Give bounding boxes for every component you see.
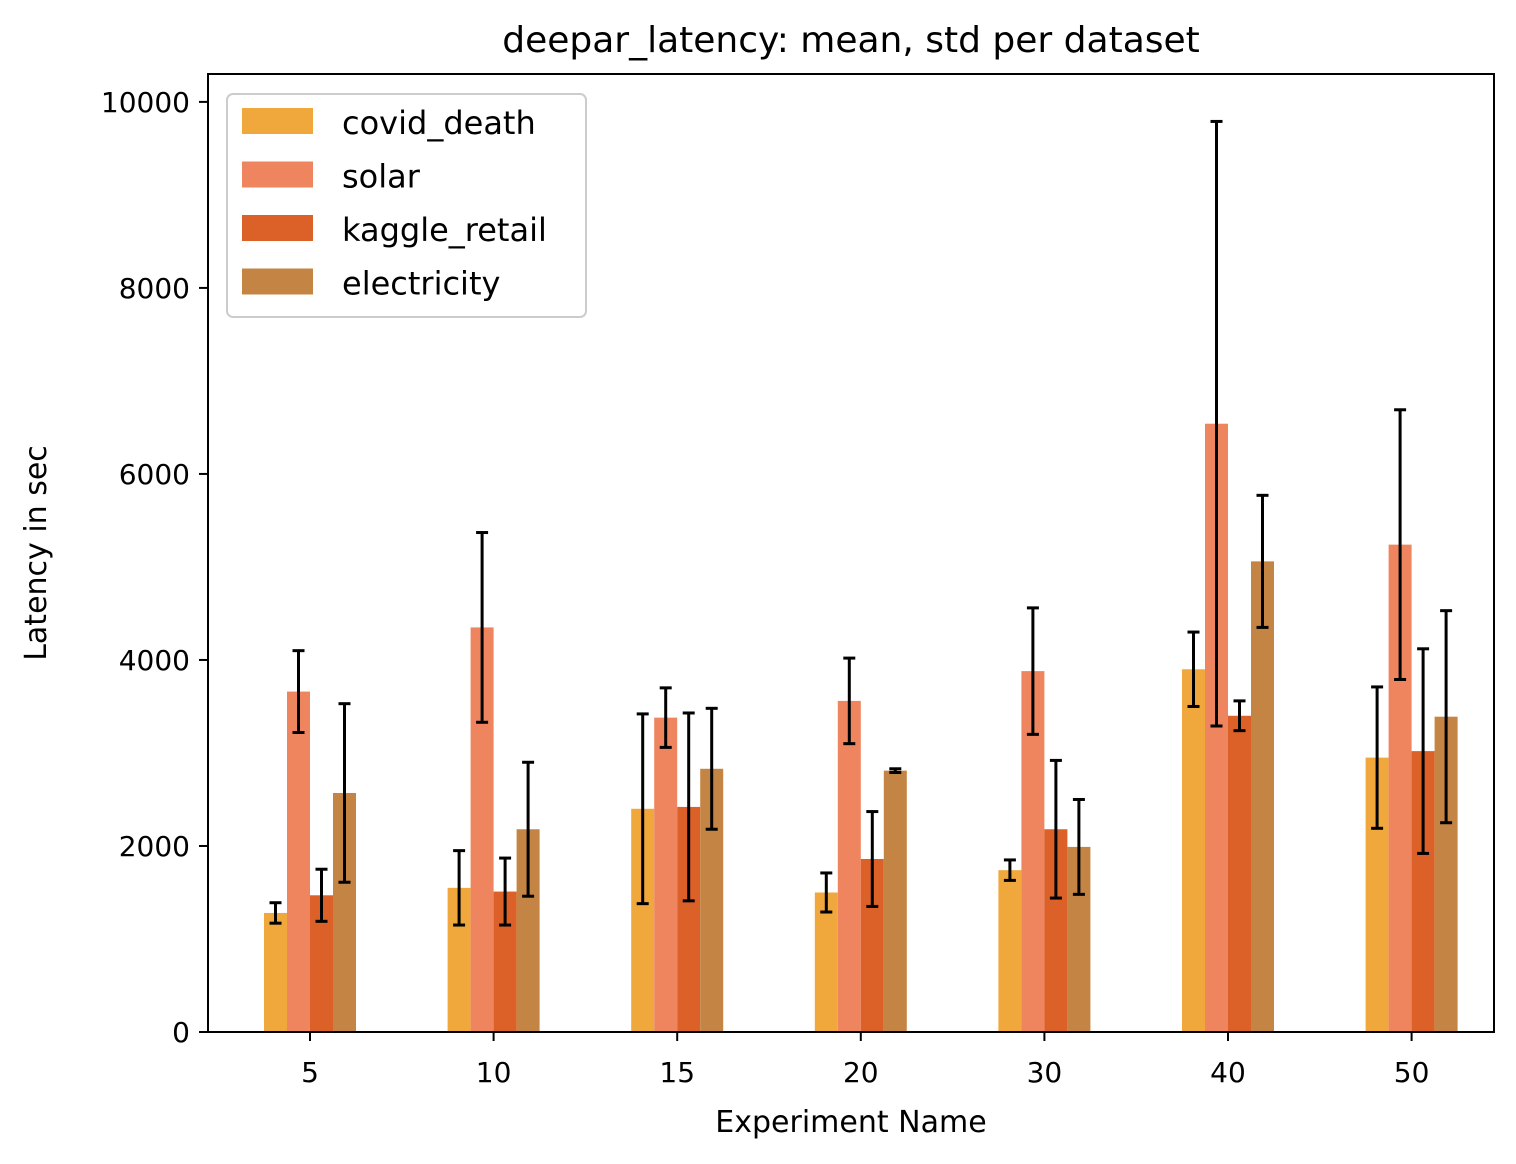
error-bar-solar-50 bbox=[1394, 408, 1407, 681]
error-bar-kaggle_retail-50 bbox=[1417, 647, 1430, 855]
error-bar-covid_death-30 bbox=[1003, 858, 1016, 882]
error-bar-kaggle_retail-10 bbox=[499, 856, 512, 927]
y-tick-label-10000: 10000 bbox=[101, 86, 190, 119]
error-bar-covid_death-50 bbox=[1371, 685, 1384, 830]
y-tick-label-2000: 2000 bbox=[119, 830, 190, 863]
error-bar-solar-10 bbox=[476, 531, 489, 724]
bar-solar-10 bbox=[470, 627, 494, 1032]
x-axis-title: Experiment Name bbox=[715, 1105, 986, 1140]
plot-frame bbox=[207, 73, 1495, 1033]
bar-solar-30 bbox=[1021, 671, 1045, 1032]
bar-electricity-50 bbox=[1434, 716, 1458, 1032]
x-tick-label-5: 5 bbox=[301, 1056, 319, 1089]
bar-covid_death-50 bbox=[1365, 757, 1389, 1032]
x-tick-label-15: 15 bbox=[659, 1056, 695, 1089]
error-bar-electricity-50 bbox=[1440, 609, 1453, 825]
error-bar-solar-20 bbox=[843, 656, 856, 746]
error-bar-electricity-5 bbox=[338, 702, 351, 884]
y-tick-label-8000: 8000 bbox=[119, 272, 190, 305]
error-bar-covid_death-10 bbox=[453, 849, 466, 927]
bar-electricity-40 bbox=[1251, 561, 1274, 1032]
legend-box bbox=[226, 93, 587, 318]
error-bars bbox=[269, 119, 1453, 927]
x-tick-label-10: 10 bbox=[476, 1056, 512, 1089]
bar-kaggle_retail-30 bbox=[1044, 829, 1068, 1032]
legend-label-electricity: electricity bbox=[342, 265, 500, 303]
error-bar-solar-40 bbox=[1210, 119, 1223, 728]
error-bar-kaggle_retail-5 bbox=[315, 867, 328, 923]
bar-electricity-5 bbox=[333, 792, 356, 1032]
error-bar-covid_death-5 bbox=[269, 901, 282, 925]
error-bar-electricity-15 bbox=[705, 706, 718, 831]
y-tick-label-6000: 6000 bbox=[119, 458, 190, 491]
bar-solar-40 bbox=[1205, 423, 1228, 1033]
bar-solar-50 bbox=[1388, 544, 1412, 1032]
error-bar-covid_death-20 bbox=[820, 871, 833, 914]
error-bar-covid_death-40 bbox=[1187, 630, 1200, 708]
bar-solar-5 bbox=[287, 691, 310, 1032]
error-bar-solar-5 bbox=[292, 649, 305, 735]
error-bar-kaggle_retail-30 bbox=[1049, 758, 1062, 900]
y-tick-label-4000: 4000 bbox=[119, 644, 190, 677]
error-bar-electricity-30 bbox=[1072, 797, 1085, 896]
bar-covid_death-40 bbox=[1182, 669, 1205, 1032]
x-tick-label-40: 40 bbox=[1210, 1056, 1246, 1089]
legend-swatch-covid_death bbox=[242, 108, 313, 134]
bar-kaggle_retail-50 bbox=[1411, 751, 1435, 1032]
bar-kaggle_retail-40 bbox=[1228, 715, 1251, 1032]
bar-solar-15 bbox=[654, 717, 678, 1032]
bar-electricity-20 bbox=[883, 770, 907, 1032]
error-bar-solar-15 bbox=[659, 686, 672, 749]
y-tick-label-0: 0 bbox=[172, 1016, 190, 1049]
legend-swatch-electricity bbox=[242, 268, 313, 295]
bar-covid_death-30 bbox=[998, 870, 1022, 1032]
bar-kaggle_retail-15 bbox=[677, 806, 701, 1032]
bar-kaggle_retail-10 bbox=[493, 891, 517, 1032]
error-bar-covid_death-15 bbox=[636, 712, 649, 906]
bar-kaggle_retail-5 bbox=[310, 895, 333, 1032]
legend-swatch-kaggle_retail bbox=[242, 215, 313, 241]
error-bar-kaggle_retail-20 bbox=[866, 810, 879, 908]
x-tick-label-20: 20 bbox=[843, 1056, 879, 1089]
legend-swatch-solar bbox=[242, 161, 313, 188]
error-bar-kaggle_retail-15 bbox=[682, 711, 695, 903]
x-tick-label-50: 50 bbox=[1394, 1056, 1430, 1089]
error-bar-electricity-20 bbox=[889, 767, 902, 774]
error-bar-electricity-40 bbox=[1256, 493, 1269, 629]
error-bar-kaggle_retail-40 bbox=[1233, 699, 1246, 733]
x-tick-label-30: 30 bbox=[1027, 1056, 1063, 1089]
bar-covid_death-15 bbox=[631, 808, 655, 1032]
axes: 5 10 15 20 30 40 50 0 2000 4000 6000 8000 10000 bbox=[101, 86, 1429, 1089]
legend-label-solar: solar bbox=[342, 158, 421, 196]
bar-electricity-10 bbox=[516, 829, 540, 1032]
error-bar-solar-30 bbox=[1026, 606, 1039, 736]
bar-kaggle_retail-20 bbox=[860, 859, 884, 1032]
error-bar-electricity-10 bbox=[522, 760, 535, 898]
y-axis-title: Latency in sec bbox=[19, 445, 54, 661]
bar-covid_death-20 bbox=[814, 892, 838, 1032]
plot-area bbox=[264, 423, 1458, 1033]
bar-solar-20 bbox=[837, 700, 861, 1032]
legend-label-kaggle_retail: kaggle_retail bbox=[342, 211, 547, 249]
chart-title: deepar_latency: mean, std per dataset bbox=[502, 20, 1200, 61]
bar-electricity-15 bbox=[700, 768, 724, 1032]
bar-covid_death-5 bbox=[264, 912, 287, 1032]
legend-label-covid_death: covid_death bbox=[342, 104, 536, 142]
